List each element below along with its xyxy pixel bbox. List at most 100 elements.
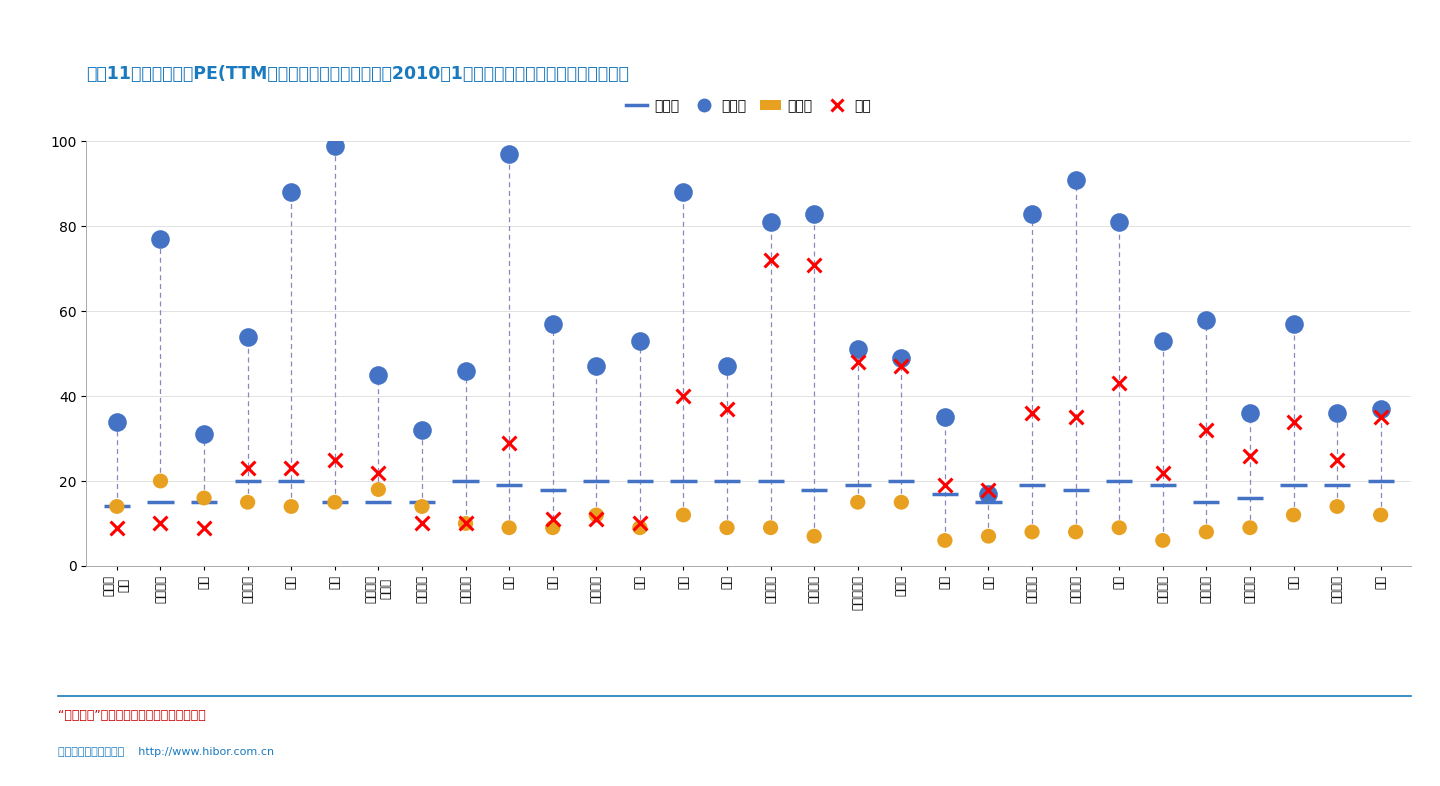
Ellipse shape bbox=[937, 533, 952, 548]
Point bbox=[847, 356, 870, 369]
Point bbox=[541, 318, 564, 330]
Point bbox=[802, 259, 825, 271]
Point bbox=[1282, 318, 1305, 330]
Point bbox=[933, 479, 956, 491]
Point bbox=[1195, 526, 1218, 538]
Ellipse shape bbox=[675, 508, 691, 523]
Ellipse shape bbox=[1286, 508, 1302, 523]
Point bbox=[933, 534, 956, 547]
Point bbox=[410, 500, 433, 512]
Point bbox=[1195, 314, 1218, 326]
Point bbox=[105, 500, 128, 512]
Point bbox=[759, 216, 782, 229]
Point bbox=[105, 415, 128, 428]
Point bbox=[367, 466, 390, 479]
Point bbox=[193, 521, 216, 534]
Ellipse shape bbox=[284, 499, 300, 514]
Point bbox=[976, 487, 999, 500]
Ellipse shape bbox=[1024, 524, 1040, 539]
Point bbox=[1064, 174, 1087, 186]
Point bbox=[759, 254, 782, 266]
Point bbox=[628, 517, 651, 530]
Point bbox=[847, 496, 870, 509]
Point bbox=[454, 365, 477, 377]
Point bbox=[1369, 411, 1392, 424]
Point bbox=[498, 521, 521, 534]
Ellipse shape bbox=[850, 495, 865, 509]
Point bbox=[976, 530, 999, 542]
Point bbox=[323, 454, 346, 466]
Point bbox=[279, 186, 302, 199]
Point bbox=[1326, 454, 1349, 466]
Point bbox=[1107, 377, 1130, 390]
Point bbox=[498, 148, 521, 160]
Text: “慧博资讯”专业的投资研究大数据分享平台: “慧博资讯”专业的投资研究大数据分享平台 bbox=[58, 709, 206, 722]
Ellipse shape bbox=[981, 529, 996, 544]
Point bbox=[628, 521, 651, 534]
Ellipse shape bbox=[501, 520, 517, 535]
Point bbox=[410, 517, 433, 530]
Point bbox=[585, 509, 608, 521]
Point bbox=[367, 369, 390, 381]
Point bbox=[454, 517, 477, 530]
Legend: 中位数, 最大值, 最小值, 现值: 中位数, 最大值, 最小值, 现值 bbox=[621, 94, 877, 119]
Point bbox=[890, 360, 913, 373]
Point bbox=[1152, 335, 1175, 347]
Ellipse shape bbox=[806, 529, 822, 544]
Point bbox=[236, 496, 259, 509]
Point bbox=[672, 186, 696, 199]
Point bbox=[1282, 415, 1305, 428]
Ellipse shape bbox=[1155, 533, 1171, 548]
Ellipse shape bbox=[370, 482, 386, 497]
Ellipse shape bbox=[109, 499, 124, 514]
Point bbox=[976, 483, 999, 496]
Ellipse shape bbox=[327, 495, 343, 509]
Ellipse shape bbox=[153, 474, 168, 488]
Ellipse shape bbox=[415, 499, 429, 514]
Point bbox=[105, 521, 128, 534]
Ellipse shape bbox=[546, 520, 560, 535]
Point bbox=[1021, 208, 1044, 220]
Ellipse shape bbox=[240, 495, 255, 509]
Point bbox=[279, 462, 302, 475]
Ellipse shape bbox=[458, 516, 474, 531]
Point bbox=[279, 500, 302, 512]
Point bbox=[236, 462, 259, 475]
Text: 图表11：重点级行业PE(TTM，整体法，剔除负值）（自2010年1月起，按所处分位数从低到高排序）: 图表11：重点级行业PE(TTM，整体法，剔除负值）（自2010年1月起，按所处… bbox=[86, 65, 629, 83]
Ellipse shape bbox=[196, 490, 212, 505]
Point bbox=[454, 517, 477, 530]
Point bbox=[148, 233, 171, 245]
Point bbox=[1238, 521, 1261, 534]
Ellipse shape bbox=[632, 520, 648, 535]
Ellipse shape bbox=[763, 520, 778, 535]
Point bbox=[585, 513, 608, 526]
Point bbox=[802, 208, 825, 220]
Point bbox=[716, 402, 739, 415]
Point bbox=[1107, 521, 1130, 534]
Point bbox=[1326, 500, 1349, 512]
Point bbox=[672, 509, 696, 521]
Point bbox=[1282, 509, 1305, 521]
Point bbox=[1107, 216, 1130, 229]
Point bbox=[1238, 450, 1261, 462]
Point bbox=[323, 139, 346, 152]
Point bbox=[890, 351, 913, 364]
Ellipse shape bbox=[1198, 524, 1214, 539]
Point bbox=[236, 330, 259, 343]
Point bbox=[1021, 526, 1044, 538]
Point bbox=[890, 496, 913, 509]
Point bbox=[1152, 466, 1175, 479]
Point bbox=[759, 521, 782, 534]
Point bbox=[1064, 411, 1087, 424]
Ellipse shape bbox=[720, 520, 734, 535]
Point bbox=[672, 390, 696, 402]
Text: 来源：国金证券研究所    http://www.hibor.com.cn: 来源：国金证券研究所 http://www.hibor.com.cn bbox=[58, 747, 274, 757]
Point bbox=[628, 335, 651, 347]
Point bbox=[1326, 407, 1349, 420]
Point bbox=[148, 475, 171, 487]
Point bbox=[1152, 534, 1175, 547]
Ellipse shape bbox=[1374, 508, 1388, 523]
Point bbox=[193, 492, 216, 505]
Point bbox=[148, 517, 171, 530]
Point bbox=[1021, 407, 1044, 420]
